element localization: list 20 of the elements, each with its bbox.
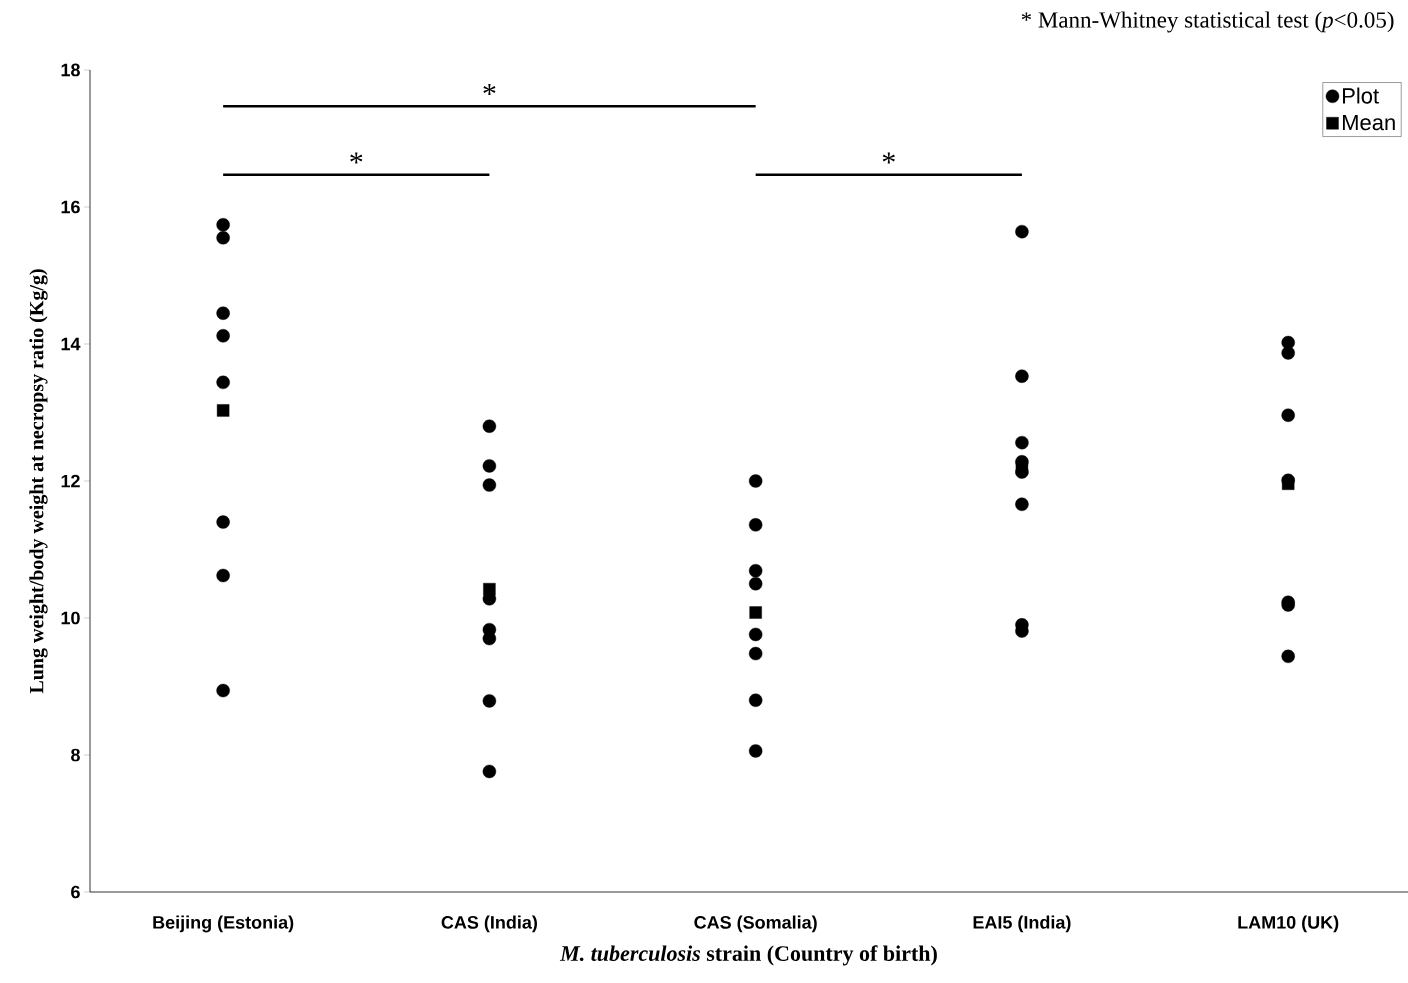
y-tick-label: 16 xyxy=(61,200,80,214)
y-tick-label: 10 xyxy=(61,611,80,625)
x-tick-label: CAS (India) xyxy=(441,915,537,933)
x-tick-label: EAI5 (India) xyxy=(973,915,1071,933)
x-tick-label: Beijing (Estonia) xyxy=(153,915,294,933)
annotation: * xyxy=(350,152,363,164)
y-axis-title: Lung weight/body weight at necropsy ratio (Kg/g) xyxy=(29,269,48,694)
x-axis-title: M. tuberculosis strain (Country of birth) xyxy=(559,945,937,966)
legend-label: Plot xyxy=(1342,87,1379,104)
x-tick-label: CAS (Somalia) xyxy=(694,915,817,933)
y-tick-label: 18 xyxy=(61,63,80,77)
text: * Mann-Whitney statistical test (p<0.05) xyxy=(1021,11,1394,33)
legend-label: Mean xyxy=(1342,114,1395,131)
annotation: * xyxy=(483,84,496,96)
y-tick-label: 8 xyxy=(71,748,80,762)
y-tick-label: 6 xyxy=(71,885,80,899)
x-tick-label: LAM10 (UK) xyxy=(1238,915,1339,933)
y-tick-label: 12 xyxy=(61,474,80,488)
y-tick-label: 14 xyxy=(61,337,81,351)
annotation: * xyxy=(882,152,895,164)
